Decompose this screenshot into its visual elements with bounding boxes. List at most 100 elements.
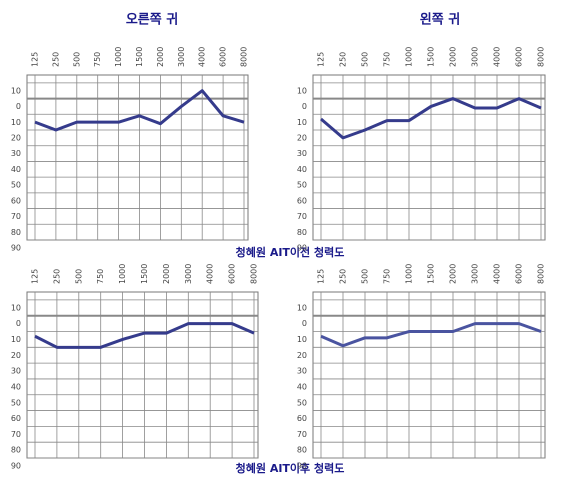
- plot-frame: [312, 291, 546, 459]
- y-tick-label: 30: [11, 367, 21, 376]
- y-tick-label: 90: [297, 462, 307, 471]
- x-tick-label: 750: [93, 52, 102, 67]
- x-tick-label: 8000: [240, 47, 249, 67]
- y-tick-label: 60: [11, 196, 21, 205]
- x-tick-label: 500: [72, 52, 81, 67]
- x-tick-label: 2000: [156, 47, 165, 67]
- x-tick-label: 4000: [198, 47, 207, 67]
- y-tick-label: 30: [297, 149, 307, 158]
- x-tick-label: 2000: [449, 264, 458, 284]
- y-tick-label: 40: [11, 382, 21, 391]
- y-tick-label: 20: [297, 351, 307, 360]
- plot-frame: [312, 74, 546, 241]
- y-tick-label: 10: [297, 303, 307, 312]
- y-tick-label: 0: [16, 102, 21, 111]
- y-tick-label: 50: [11, 398, 21, 407]
- hearing-line: [34, 89, 245, 132]
- y-tick-label: 70: [11, 430, 21, 439]
- column-title: 오른쪽 귀: [126, 12, 178, 28]
- x-tick-label: 3000: [184, 264, 193, 284]
- y-tick-label: 20: [11, 351, 21, 360]
- y-tick-label: 0: [302, 319, 307, 328]
- x-tick-label: 750: [383, 269, 392, 284]
- y-tick-label: 50: [11, 181, 21, 190]
- y-tick-label: 60: [297, 196, 307, 205]
- hearing-line: [34, 322, 255, 349]
- y-tick-label: 80: [11, 228, 21, 237]
- column-title: 왼쪽 귀: [420, 12, 460, 28]
- x-tick-label: 1000: [405, 47, 414, 67]
- y-tick-label: 0: [302, 102, 307, 111]
- x-tick-label: 1000: [118, 264, 127, 284]
- hearing-line: [320, 322, 542, 348]
- y-tick-label: 10: [11, 86, 21, 95]
- y-tick-label: 80: [11, 446, 21, 455]
- y-tick-label: 90: [11, 244, 21, 253]
- x-tick-label: 125: [31, 52, 40, 67]
- y-tick-label: 20: [11, 134, 21, 143]
- y-tick-label: 10: [11, 335, 21, 344]
- y-tick-label: 40: [297, 382, 307, 391]
- x-tick-label: 3000: [177, 47, 186, 67]
- hearing-line: [320, 97, 542, 140]
- x-tick-label: 4000: [493, 47, 502, 67]
- x-tick-label: 500: [361, 52, 370, 67]
- x-tick-label: 6000: [219, 47, 228, 67]
- x-tick-label: 2000: [162, 264, 171, 284]
- y-tick-label: 80: [297, 446, 307, 455]
- y-tick-label: 50: [297, 181, 307, 190]
- x-tick-label: 125: [317, 269, 326, 284]
- x-tick-label: 250: [52, 269, 61, 284]
- x-tick-label: 250: [339, 52, 348, 67]
- x-tick-label: 1000: [405, 264, 414, 284]
- x-tick-label: 6000: [515, 264, 524, 284]
- x-tick-label: 2000: [449, 47, 458, 67]
- y-tick-label: 30: [297, 367, 307, 376]
- x-tick-label: 500: [74, 269, 83, 284]
- y-tick-label: 70: [297, 430, 307, 439]
- plot-frame: [26, 74, 249, 241]
- x-tick-label: 6000: [515, 47, 524, 67]
- x-tick-label: 250: [51, 52, 60, 67]
- y-tick-label: 10: [11, 118, 21, 127]
- plot-frame: [26, 291, 259, 459]
- y-tick-label: 70: [11, 212, 21, 221]
- x-tick-label: 1500: [427, 264, 436, 284]
- x-tick-label: 500: [361, 269, 370, 284]
- y-tick-label: 60: [11, 414, 21, 423]
- x-tick-label: 3000: [471, 47, 480, 67]
- x-tick-label: 8000: [250, 264, 259, 284]
- y-tick-label: 60: [297, 414, 307, 423]
- x-tick-label: 8000: [537, 47, 546, 67]
- x-tick-label: 3000: [471, 264, 480, 284]
- y-tick-label: 0: [16, 319, 21, 328]
- x-tick-label: 1500: [140, 264, 149, 284]
- y-tick-label: 50: [297, 398, 307, 407]
- x-tick-label: 8000: [537, 264, 546, 284]
- x-tick-label: 125: [317, 52, 326, 67]
- x-tick-label: 125: [31, 269, 40, 284]
- y-tick-label: 40: [11, 165, 21, 174]
- y-tick-label: 10: [11, 303, 21, 312]
- x-tick-label: 750: [96, 269, 105, 284]
- caption: 청혜원 AIT이후 청력도: [236, 461, 345, 475]
- y-tick-label: 90: [297, 244, 307, 253]
- x-tick-label: 1500: [427, 47, 436, 67]
- x-tick-label: 250: [339, 269, 348, 284]
- x-tick-label: 1500: [135, 47, 144, 67]
- y-tick-label: 10: [297, 118, 307, 127]
- y-tick-label: 40: [297, 165, 307, 174]
- x-tick-label: 4000: [493, 264, 502, 284]
- y-tick-label: 10: [297, 335, 307, 344]
- x-tick-label: 750: [383, 52, 392, 67]
- y-tick-label: 80: [297, 228, 307, 237]
- y-tick-label: 90: [11, 462, 21, 471]
- x-tick-label: 1000: [114, 47, 123, 67]
- x-tick-label: 6000: [228, 264, 237, 284]
- y-tick-label: 20: [297, 134, 307, 143]
- x-tick-label: 4000: [206, 264, 215, 284]
- y-tick-label: 10: [297, 86, 307, 95]
- y-tick-label: 70: [297, 212, 307, 221]
- y-tick-label: 30: [11, 149, 21, 158]
